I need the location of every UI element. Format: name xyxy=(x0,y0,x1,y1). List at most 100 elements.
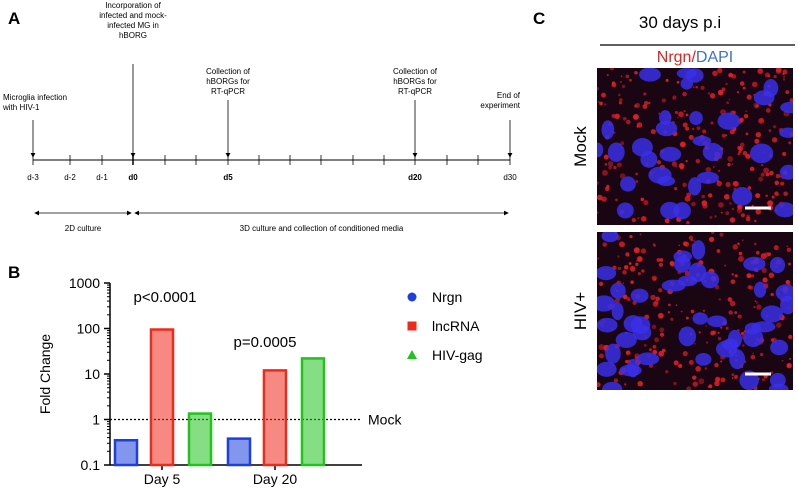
nrgn-signal xyxy=(618,93,621,97)
nrgn-signal xyxy=(625,74,630,79)
nrgn-signal xyxy=(601,92,606,98)
nrgn-signal xyxy=(602,242,608,247)
nrgn-signal xyxy=(720,326,723,329)
dapi-nucleus xyxy=(597,266,617,281)
dapi-nucleus xyxy=(616,202,634,219)
nrgn-signal xyxy=(637,217,640,220)
nrgn-signal xyxy=(780,181,785,186)
nrgn-signal xyxy=(769,170,774,176)
dapi-nucleus xyxy=(760,305,784,323)
y-tick-label: 1 xyxy=(92,412,100,428)
dapi-nucleus xyxy=(597,361,617,377)
nrgn-signal xyxy=(696,126,701,131)
dapi-nucleus xyxy=(601,232,619,243)
event-line: hBORGs for xyxy=(206,77,250,86)
stain-blue: DAPI xyxy=(696,49,733,66)
nrgn-signal xyxy=(677,116,679,119)
nrgn-signal xyxy=(749,166,755,172)
dapi-nucleus xyxy=(636,352,660,366)
nrgn-signal xyxy=(637,380,643,387)
dapi-nucleus xyxy=(692,135,712,146)
nrgn-signal xyxy=(701,200,708,206)
nrgn-signal xyxy=(623,265,629,270)
nrgn-signal xyxy=(725,134,728,137)
nrgn-signal xyxy=(683,241,690,247)
nrgn-signal xyxy=(640,248,647,254)
nrgn-signal xyxy=(676,81,680,84)
nrgn-signal xyxy=(602,169,608,176)
nrgn-signal xyxy=(737,314,742,319)
nrgn-signal xyxy=(743,114,749,119)
nrgn-signal xyxy=(631,218,636,223)
nrgn-signal xyxy=(615,198,618,202)
nrgn-signal xyxy=(789,98,793,103)
nrgn-signal xyxy=(635,172,638,176)
dapi-nucleus xyxy=(696,171,719,184)
event-line: with HIV-1 xyxy=(2,103,40,112)
nrgn-signal xyxy=(776,322,782,328)
nrgn-signal xyxy=(597,211,599,214)
dapi-nucleus xyxy=(707,315,728,328)
nrgn-signal xyxy=(732,181,737,186)
dapi-nucleus xyxy=(673,202,691,220)
nrgn-signal xyxy=(788,141,792,145)
nrgn-signal xyxy=(709,215,713,219)
dapi-nucleus xyxy=(702,142,723,162)
nrgn-signal xyxy=(620,141,625,146)
nrgn-signal xyxy=(782,72,785,76)
row-label: Mock xyxy=(571,126,590,167)
nrgn-signal xyxy=(619,173,626,179)
nrgn-signal xyxy=(734,374,738,379)
nrgn-signal xyxy=(774,180,780,186)
nrgn-signal xyxy=(678,244,681,247)
event-line: experiment xyxy=(480,101,520,110)
nrgn-signal xyxy=(597,87,599,91)
nrgn-signal xyxy=(717,68,723,74)
nrgn-signal xyxy=(725,326,729,330)
nrgn-signal xyxy=(712,166,715,168)
nrgn-signal xyxy=(632,113,639,120)
nrgn-signal xyxy=(616,162,622,168)
nrgn-signal xyxy=(755,301,759,304)
nrgn-signal xyxy=(788,262,791,266)
nrgn-signal xyxy=(753,306,756,309)
nrgn-signal xyxy=(781,359,784,362)
dapi-nucleus xyxy=(626,358,640,378)
nrgn-signal xyxy=(734,311,738,315)
dapi-nucleus xyxy=(774,202,793,218)
nrgn-signal xyxy=(642,104,648,109)
dapi-nucleus xyxy=(639,68,661,82)
nrgn-signal xyxy=(755,132,762,138)
dapi-nucleus xyxy=(770,339,789,356)
panel-label: A xyxy=(8,9,20,28)
nrgn-signal xyxy=(762,277,768,283)
nrgn-signal xyxy=(767,200,774,207)
nrgn-signal xyxy=(658,112,661,115)
nrgn-signal xyxy=(670,317,674,321)
stain-title: Nrgn/DAPI xyxy=(657,49,733,66)
dapi-nucleus xyxy=(648,166,672,184)
day-label: d20 xyxy=(408,173,422,182)
nrgn-signal xyxy=(787,364,790,367)
nrgn-signal xyxy=(693,239,696,242)
dapi-nucleus xyxy=(700,271,720,289)
nrgn-signal xyxy=(650,129,656,135)
dapi-nucleus xyxy=(615,331,637,348)
nrgn-signal xyxy=(731,373,735,377)
dapi-nucleus xyxy=(655,120,678,137)
bar xyxy=(226,437,252,467)
dapi-nucleus xyxy=(602,381,623,390)
x-tick-label: Day 20 xyxy=(253,471,298,487)
bar-chart: 1000 100 10 1 0.1 Fold Change Mock Day 5 Day 20 p… xyxy=(37,275,483,487)
nrgn-signal xyxy=(728,310,733,315)
nrgn-signal xyxy=(774,191,779,196)
nrgn-signal xyxy=(775,173,781,179)
nrgn-signal xyxy=(694,342,696,345)
nrgn-signal xyxy=(770,338,775,342)
nrgn-signal xyxy=(625,252,630,257)
dapi-nucleus xyxy=(630,316,651,334)
nrgn-signal xyxy=(614,113,620,119)
nrgn-signal xyxy=(597,257,600,260)
nrgn-signal xyxy=(643,200,649,206)
nrgn-signal xyxy=(756,270,759,273)
